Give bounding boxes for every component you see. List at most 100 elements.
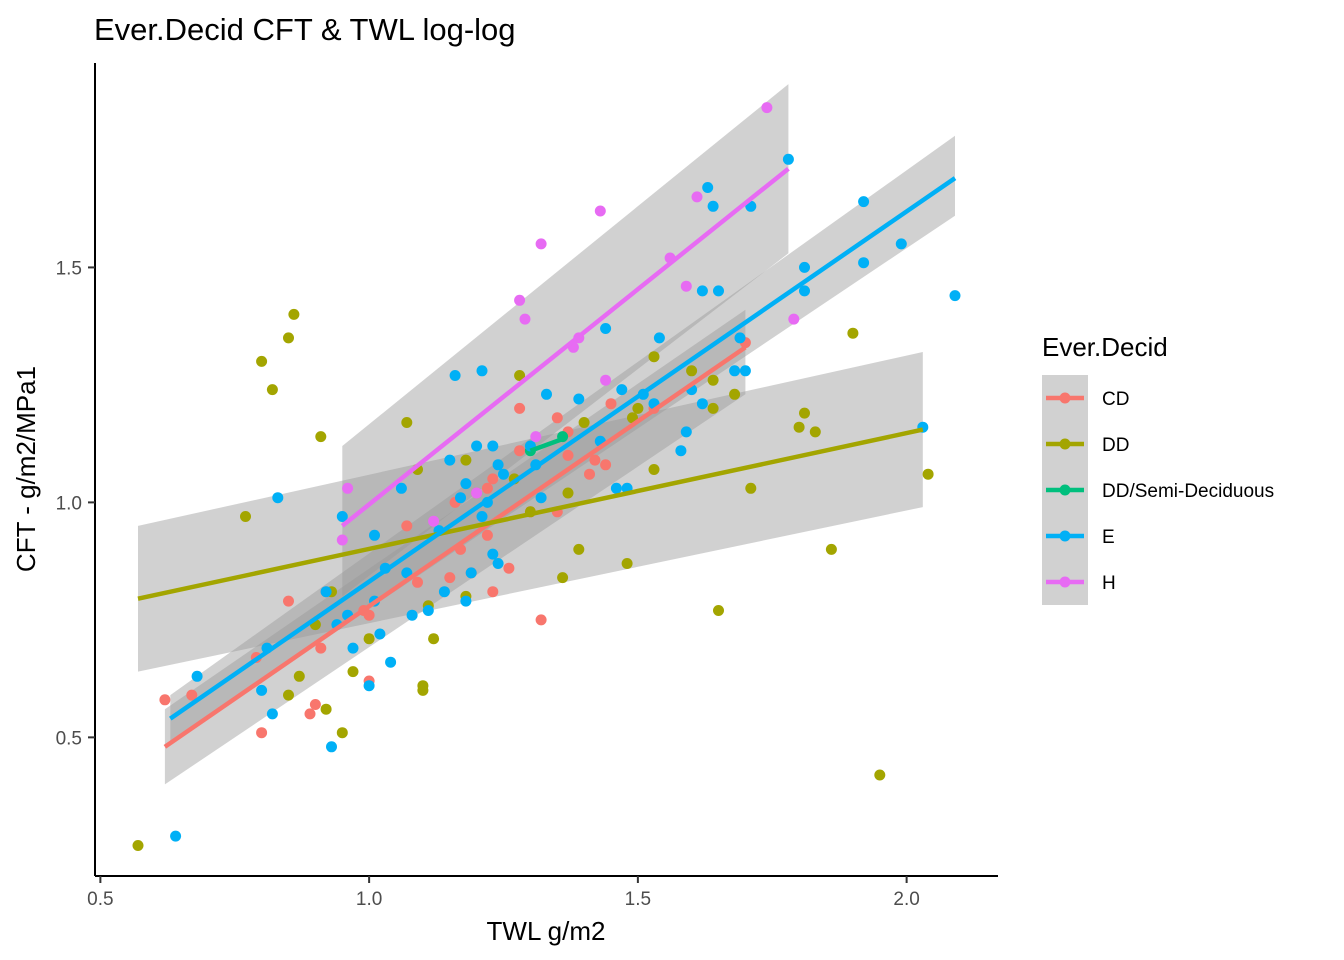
point-e — [541, 388, 552, 400]
point-dd — [573, 543, 585, 555]
point-h — [594, 205, 606, 217]
point-e — [401, 567, 413, 579]
point-e — [385, 656, 397, 668]
fit-line-cd — [163, 345, 747, 749]
point-h — [428, 515, 440, 527]
point-e — [535, 492, 547, 504]
point-cd — [487, 473, 499, 485]
point-dd — [428, 633, 440, 645]
point-e — [675, 445, 687, 457]
point-dd — [347, 666, 359, 678]
confidence-band-h — [342, 84, 789, 597]
point-dd — [315, 431, 327, 443]
point-e — [653, 332, 665, 344]
point-h — [680, 280, 692, 292]
point-h — [691, 191, 703, 203]
fit-line-e — [169, 176, 957, 721]
point-e — [696, 398, 708, 410]
point-cd — [514, 445, 526, 457]
point-cd — [487, 586, 499, 598]
x-tick-label: 0.5 — [87, 889, 113, 910]
point-e — [272, 492, 284, 504]
y-tick-label: 1.5 — [56, 258, 82, 279]
point-h — [514, 294, 526, 306]
point-dd — [283, 332, 294, 344]
point-h — [471, 487, 483, 499]
point-dd — [793, 421, 805, 433]
point-dd — [320, 703, 332, 715]
point-e — [465, 567, 477, 579]
point-dd — [809, 426, 821, 438]
legend-key-point-h — [1059, 576, 1071, 588]
point-e — [487, 548, 499, 560]
point-cd — [481, 529, 493, 541]
point-e — [438, 586, 450, 598]
point-cd — [304, 708, 316, 720]
point-cd — [186, 689, 198, 701]
point-e — [320, 586, 332, 598]
legend-key-point-cd — [1059, 392, 1071, 404]
point-e — [610, 482, 622, 494]
point-h — [788, 313, 800, 325]
legend-title: Ever.Decid — [1042, 332, 1168, 362]
point-e — [191, 670, 203, 682]
legend-label-e: E — [1102, 527, 1115, 548]
point-e — [702, 182, 714, 193]
fit-line-h — [340, 166, 790, 528]
point-e — [799, 285, 810, 297]
legend-label-dd: DD — [1102, 435, 1129, 456]
point-e — [949, 290, 961, 302]
point-e — [449, 370, 461, 381]
point-e — [460, 478, 472, 490]
point-e — [573, 393, 585, 405]
point-e — [734, 332, 746, 344]
point-e — [696, 285, 708, 297]
point-dd — [266, 384, 278, 396]
point-h — [530, 431, 542, 443]
point-dd — [514, 370, 526, 381]
point-e — [347, 642, 359, 654]
point-e — [406, 609, 418, 621]
point-e — [395, 482, 407, 494]
point-cd — [283, 595, 294, 607]
point-e — [707, 200, 719, 212]
fit-line-dd — [137, 427, 924, 601]
point-cd — [535, 614, 547, 626]
point-e — [455, 492, 466, 504]
x-tick-label: 2.0 — [893, 889, 919, 910]
point-dd — [336, 727, 348, 739]
point-h — [535, 238, 547, 250]
point-e — [739, 365, 751, 377]
legend-label-dd-semi-deciduous: DD/Semi-Deciduous — [1102, 481, 1274, 502]
point-dd — [713, 605, 724, 616]
point-dd — [401, 417, 413, 428]
point-e — [374, 628, 386, 640]
legend-key-point-e — [1059, 530, 1071, 542]
point-dd — [240, 511, 251, 522]
point-dd — [562, 487, 574, 499]
point-e — [680, 426, 692, 438]
point-dd — [293, 670, 305, 682]
point-dd — [648, 351, 660, 363]
point-cd — [401, 520, 413, 532]
fit-line-dd-semi-deciduous — [529, 436, 564, 453]
point-e — [369, 529, 380, 541]
point-e — [782, 153, 794, 165]
point-cd — [589, 454, 601, 466]
point-cd — [309, 699, 321, 710]
legend: Ever.Decid CD DD DD/Semi-Deciduous E H — [1042, 332, 1274, 605]
legend-key-point-dd — [1059, 438, 1071, 450]
point-cd — [514, 402, 526, 414]
x-tick-label: 1.0 — [356, 889, 382, 910]
y-axis-title: CFT - g/m2/MPa1 — [11, 366, 41, 572]
point-cd — [605, 398, 617, 410]
point-e — [858, 257, 870, 269]
point-e — [498, 468, 509, 480]
point-dd — [632, 402, 644, 414]
point-e — [336, 511, 348, 522]
legend-key-point-dd-semi-deciduous — [1059, 484, 1071, 496]
point-dd — [256, 355, 268, 367]
point-dd — [132, 840, 144, 851]
point-e — [266, 708, 278, 720]
point-cd — [562, 449, 574, 461]
